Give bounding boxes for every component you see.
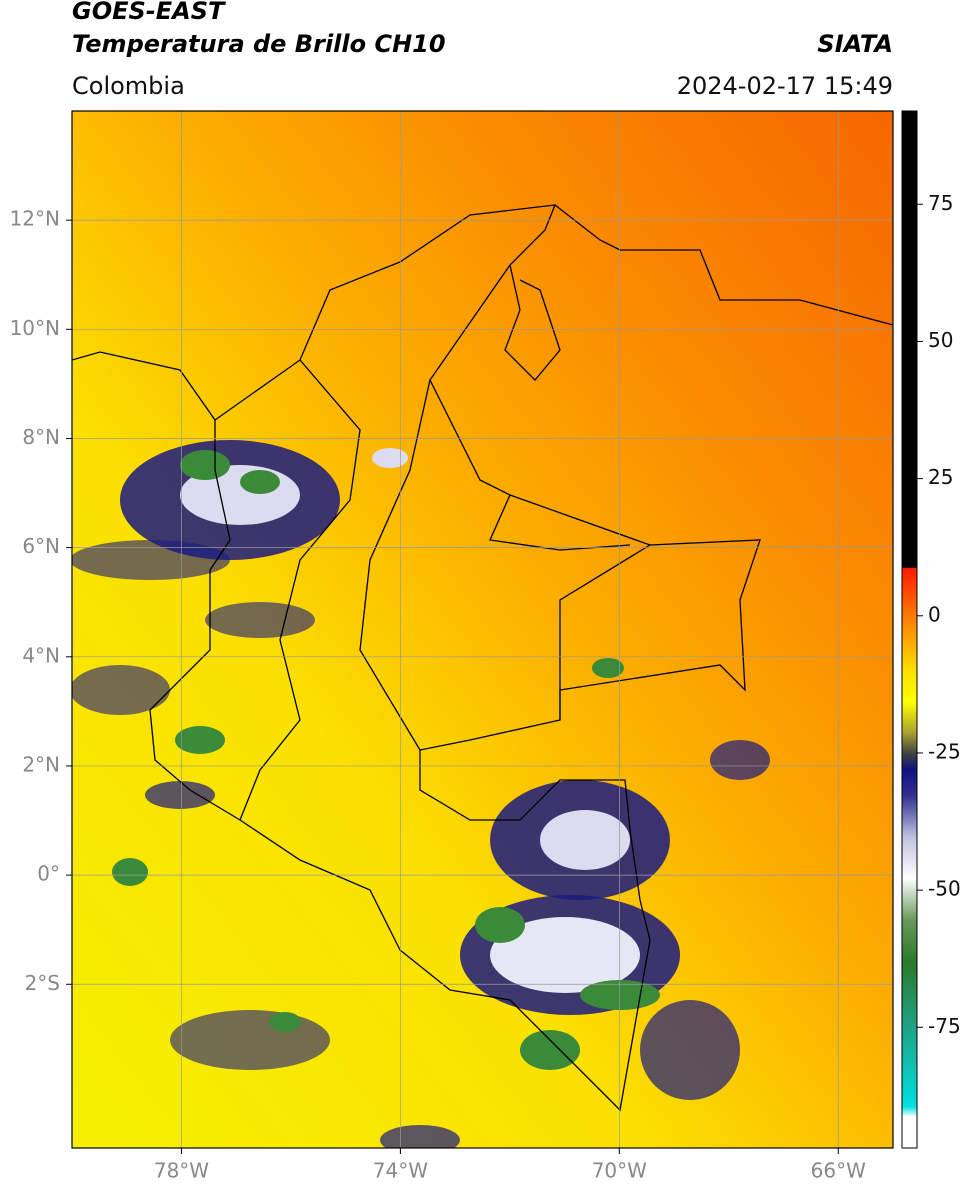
colorbar-tick-label: -75 [928,1014,961,1038]
colorbar-tick-label: 50 [928,328,953,352]
clouds [72,440,770,1148]
map-image [72,111,893,1148]
y-tick-label: 6°N [22,534,60,558]
timestamp: 2024-02-17 15:49 [677,72,893,100]
colorbar [901,110,918,1149]
colorbar-tick-label: 25 [928,465,953,489]
colorbar-tick-label: -25 [928,739,961,763]
source: SIATA [817,30,893,58]
y-tick-label: 10°N [10,316,60,340]
x-tick-label: 78°W [154,1159,209,1183]
graticule [72,111,893,1148]
x-tick-label: 66°W [811,1159,866,1183]
y-tick-label: 2°S [25,971,60,995]
y-tick-label: 8°N [22,425,60,449]
x-tick-label: 70°W [592,1159,647,1183]
y-tick-label: 0° [37,862,60,886]
map-frame [71,110,894,1149]
colorbar-tick-label: 75 [928,191,953,215]
region: Colombia [72,72,185,100]
subtitle: Temperatura de Brillo CH10 [72,30,446,58]
colorbar-tick-label: -50 [928,877,961,901]
title: GOES-EAST [72,0,226,25]
y-tick-label: 12°N [10,207,60,231]
y-tick-label: 2°N [22,752,60,776]
y-tick-label: 4°N [22,643,60,667]
colorbar-tick-label: 0 [928,602,941,626]
x-tick-label: 74°W [373,1159,428,1183]
